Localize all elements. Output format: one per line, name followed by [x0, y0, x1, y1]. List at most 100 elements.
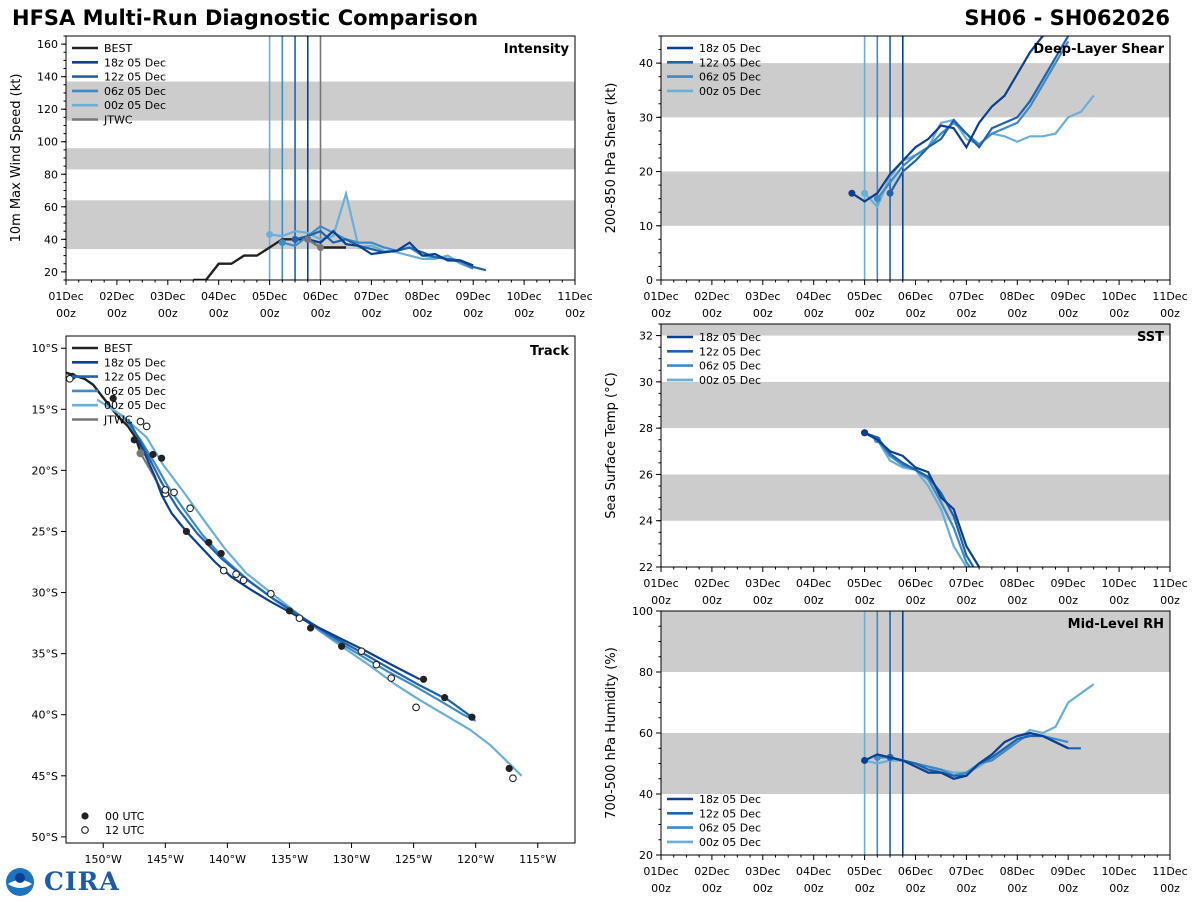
- legend-label: 00z 05 Dec: [699, 836, 761, 849]
- x-tick-sublabel: 00z: [1058, 594, 1078, 607]
- legend-label: 00z 05 Dec: [699, 374, 761, 387]
- x-tick-sublabel: 00z: [651, 594, 671, 607]
- x-tick-label: 10Dec: [1101, 577, 1136, 590]
- y-axis-label: Sea Surface Temp (°C): [604, 372, 619, 519]
- y-tick-label: 20: [44, 266, 58, 279]
- x-tick-label: 125°W: [395, 853, 432, 866]
- init-point: [278, 239, 286, 247]
- legend-label: 06z 05 Dec: [699, 71, 761, 84]
- y-tick-label: 140: [37, 71, 58, 84]
- x-tick-sublabel: 00z: [1007, 882, 1027, 895]
- x-tick-label: 04Dec: [201, 290, 236, 303]
- x-tick-label: 06Dec: [303, 290, 338, 303]
- y-tick-label: 40: [639, 788, 653, 801]
- x-tick-label: 02Dec: [99, 290, 134, 303]
- x-tick-label: 03Dec: [745, 865, 780, 878]
- init-point: [873, 195, 881, 203]
- series-line-18z-05-Dec: [851, 36, 1046, 203]
- track-line-12z-05-Dec: [127, 418, 473, 719]
- init-point: [861, 189, 869, 197]
- x-tick-sublabel: 00z: [855, 882, 875, 895]
- y-tick-label: 30°S: [32, 587, 58, 600]
- x-tick-sublabel: 00z: [514, 307, 534, 320]
- marker-legend-12utc: [81, 826, 89, 834]
- jtwc-track-point: [136, 449, 145, 458]
- y-tick-label: 50°S: [32, 831, 58, 844]
- x-tick-label: 05Dec: [847, 290, 882, 303]
- track-point-12utc: [232, 570, 240, 579]
- init-point: [291, 235, 299, 243]
- x-tick-label: 07Dec: [949, 290, 984, 303]
- y-tick-label: 30: [639, 376, 653, 389]
- x-tick-sublabel: 00z: [1109, 594, 1129, 607]
- y-tick-label: 100: [632, 605, 653, 618]
- x-tick-label: 02Dec: [694, 577, 729, 590]
- x-tick-sublabel: 00z: [753, 882, 773, 895]
- x-tick-label: 11Dec: [1152, 577, 1187, 590]
- y-tick-label: 20°S: [32, 464, 58, 477]
- x-tick-label: 08Dec: [405, 290, 440, 303]
- init-point: [861, 429, 869, 437]
- y-tick-label: 20: [639, 849, 653, 862]
- x-tick-label: 03Dec: [150, 290, 185, 303]
- track-point-12utc: [295, 614, 304, 623]
- x-tick-sublabel: 00z: [1109, 882, 1129, 895]
- track-point-12utc: [136, 417, 145, 426]
- marker-legend-label: 12 UTC: [105, 824, 145, 837]
- track-line-18z-05-Dec: [137, 439, 421, 681]
- x-tick-label: 09Dec: [1051, 290, 1086, 303]
- init-point: [304, 235, 312, 243]
- x-tick-label: 01Dec: [643, 865, 678, 878]
- track-point-00utc: [149, 450, 157, 459]
- track-point-00utc: [205, 538, 213, 547]
- x-tick-label: 10Dec: [1101, 290, 1136, 303]
- legend-label: 06z 05 Dec: [104, 85, 166, 98]
- y-tick-label: 20: [639, 166, 653, 179]
- init-point: [861, 756, 869, 764]
- panel-rh: 20 40 60 80 100 01Dec 00z 02Dec 00z 03Dec 00z 04Dec…: [604, 605, 1188, 895]
- x-tick-label: 02Dec: [694, 290, 729, 303]
- threshold-band: [661, 611, 1170, 672]
- x-tick-sublabel: 00z: [804, 307, 824, 320]
- track-point-00utc: [285, 607, 294, 615]
- track-point-00utc: [419, 675, 428, 683]
- y-tick-label: 60: [44, 201, 58, 214]
- x-tick-label: 11Dec: [1152, 290, 1187, 303]
- panel-sst: 22 24 26 28 30 32 01Dec 00z 02Dec 00z 03Dec 00z 04De…: [604, 323, 1188, 607]
- series-line-06z-05-Dec: [876, 439, 972, 567]
- track-line-BEST: [66, 371, 142, 453]
- y-tick-label: 160: [37, 38, 58, 51]
- panel-title: Deep-Layer Shear: [1033, 42, 1164, 57]
- legend-label: 18z 05 Dec: [699, 793, 761, 806]
- x-tick-label: 01Dec: [643, 290, 678, 303]
- x-tick-sublabel: 00z: [753, 594, 773, 607]
- legend-label: 12z 05 Dec: [699, 56, 761, 69]
- track-point-12utc: [219, 566, 228, 575]
- track-point-12utc: [357, 647, 366, 656]
- init-point: [848, 189, 856, 197]
- x-tick-sublabel: 00z: [651, 882, 671, 895]
- x-tick-label: 09Dec: [1051, 577, 1086, 590]
- track-series-group: [66, 371, 523, 783]
- y-axis-label: 200-850 hPa Shear (kt): [604, 83, 619, 234]
- track-point-00utc: [468, 713, 476, 721]
- legend-label: 18z 05 Dec: [699, 42, 761, 55]
- x-tick-label: 120°W: [457, 853, 494, 866]
- series-line-18z-05-Dec: [864, 731, 1069, 780]
- x-tick-sublabel: 00z: [855, 594, 875, 607]
- series-group: [193, 189, 487, 280]
- panel-title: SST: [1137, 330, 1164, 345]
- track-point-12utc: [161, 486, 170, 494]
- x-tick-sublabel: 00z: [804, 594, 824, 607]
- marker-legend-00utc: [81, 812, 89, 820]
- series-line-00z-05-Dec: [864, 431, 969, 567]
- legend-label: BEST: [104, 42, 132, 55]
- x-tick-label: 02Dec: [694, 865, 729, 878]
- init-point: [266, 230, 274, 238]
- legend-label: 12z 05 Dec: [699, 807, 761, 820]
- series-line-18z-05-Dec: [864, 431, 981, 567]
- y-tick-label: 35°S: [32, 648, 58, 661]
- x-tick-label: 05Dec: [847, 577, 882, 590]
- cira-logo: CIRA: [4, 866, 124, 898]
- legend-label: JTWC: [103, 114, 133, 127]
